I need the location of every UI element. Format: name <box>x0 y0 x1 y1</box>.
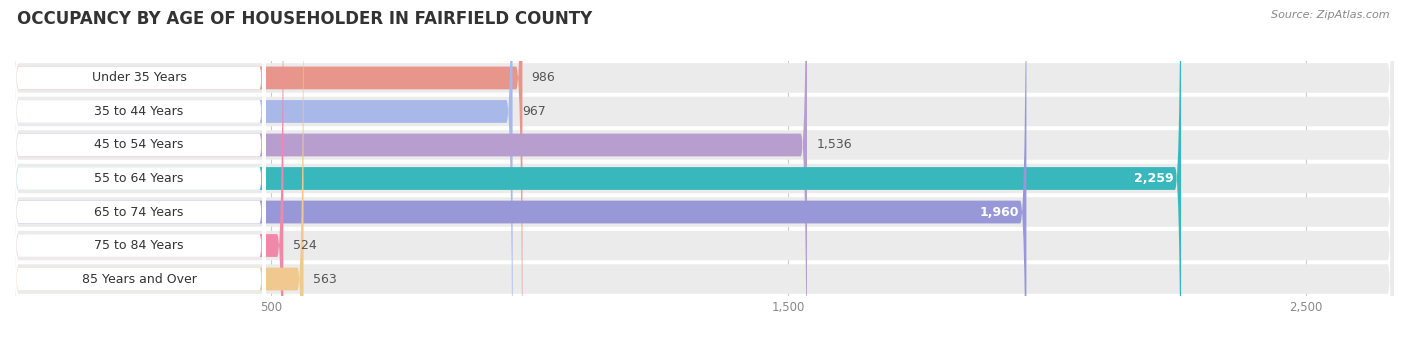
FancyBboxPatch shape <box>13 0 523 340</box>
Text: 65 to 74 Years: 65 to 74 Years <box>94 205 184 219</box>
Text: 35 to 44 Years: 35 to 44 Years <box>94 105 184 118</box>
FancyBboxPatch shape <box>13 0 266 340</box>
FancyBboxPatch shape <box>13 0 1026 340</box>
FancyBboxPatch shape <box>13 0 1393 340</box>
FancyBboxPatch shape <box>13 0 304 340</box>
FancyBboxPatch shape <box>13 0 266 340</box>
FancyBboxPatch shape <box>13 0 807 340</box>
Text: 1,536: 1,536 <box>817 138 852 152</box>
FancyBboxPatch shape <box>13 0 1393 340</box>
FancyBboxPatch shape <box>13 0 266 340</box>
Text: 1,960: 1,960 <box>979 205 1018 219</box>
Text: Source: ZipAtlas.com: Source: ZipAtlas.com <box>1271 10 1389 20</box>
Text: 986: 986 <box>531 71 555 84</box>
FancyBboxPatch shape <box>13 0 1393 340</box>
Text: 75 to 84 Years: 75 to 84 Years <box>94 239 184 252</box>
FancyBboxPatch shape <box>13 0 513 340</box>
Text: 563: 563 <box>314 273 336 286</box>
Text: 967: 967 <box>522 105 546 118</box>
Text: 45 to 54 Years: 45 to 54 Years <box>94 138 184 152</box>
Text: 55 to 64 Years: 55 to 64 Years <box>94 172 184 185</box>
Text: 2,259: 2,259 <box>1133 172 1174 185</box>
FancyBboxPatch shape <box>13 0 284 340</box>
FancyBboxPatch shape <box>13 0 1393 340</box>
FancyBboxPatch shape <box>13 0 266 340</box>
Text: 524: 524 <box>292 239 316 252</box>
Text: Under 35 Years: Under 35 Years <box>91 71 187 84</box>
FancyBboxPatch shape <box>13 0 1181 340</box>
Text: 85 Years and Over: 85 Years and Over <box>82 273 197 286</box>
FancyBboxPatch shape <box>13 0 1393 340</box>
FancyBboxPatch shape <box>13 0 1393 340</box>
FancyBboxPatch shape <box>13 0 1393 340</box>
FancyBboxPatch shape <box>13 0 266 340</box>
FancyBboxPatch shape <box>13 0 266 340</box>
Text: OCCUPANCY BY AGE OF HOUSEHOLDER IN FAIRFIELD COUNTY: OCCUPANCY BY AGE OF HOUSEHOLDER IN FAIRF… <box>17 10 592 28</box>
FancyBboxPatch shape <box>13 0 266 340</box>
